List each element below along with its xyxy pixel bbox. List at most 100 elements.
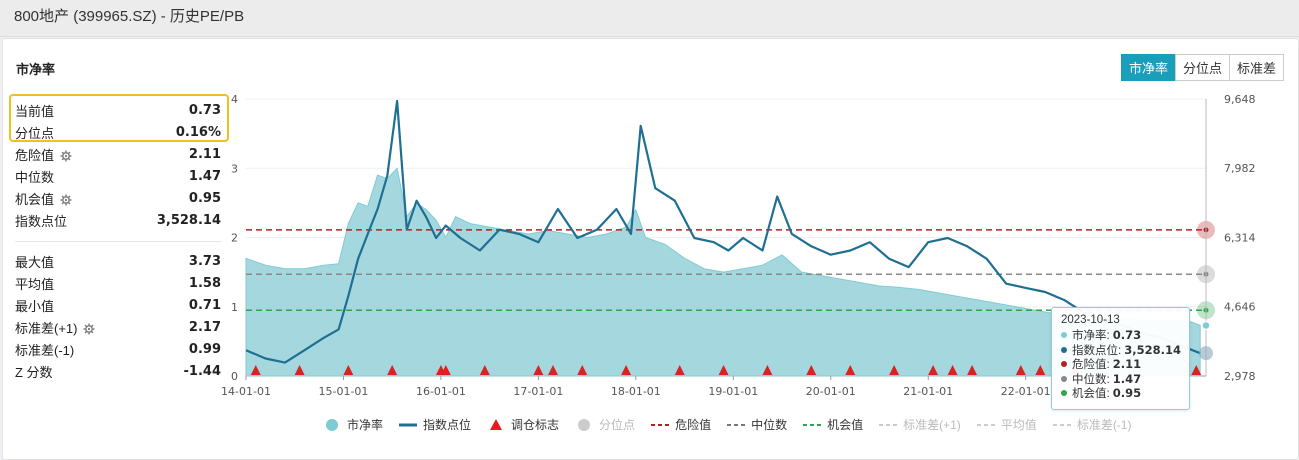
stat-value: 3,528.14 <box>156 212 221 228</box>
rebalance-marker[interactable] <box>294 365 305 375</box>
stat-row: 标准差(+1) 2.17 <box>15 316 221 338</box>
pb-chart[interactable]: 0 1 2 3 4 2,978 4,646 6,314 7,982 9,648 14-01-01 15… <box>3 39 1298 459</box>
legend-label: 标准差(-1) <box>1076 418 1132 432</box>
legend-symbol <box>651 420 670 430</box>
x-tick-label: 14-01-01 <box>221 385 271 398</box>
legend-label: 标准差(+1) <box>903 418 961 432</box>
tooltip-label: 市净率: <box>1072 330 1110 343</box>
rebalance-marker[interactable] <box>845 365 856 375</box>
tooltip-value: 1.47 <box>1112 371 1142 386</box>
tooltip-row: 中位数: 1.47 <box>1061 372 1189 387</box>
rebalance-marker[interactable] <box>762 365 773 375</box>
rebalance-marker[interactable] <box>928 365 939 375</box>
legend-item[interactable]: 标准差(-1) <box>1052 416 1132 433</box>
tooltip-label: 指数点位: <box>1072 344 1122 357</box>
stat-row: 当前值 0.73 <box>15 99 221 121</box>
x-tick-label: 16-01-01 <box>416 385 466 398</box>
rebalance-marker[interactable] <box>250 365 261 375</box>
rebalance-marker[interactable] <box>1035 365 1046 375</box>
legend-item[interactable]: 指数点位 <box>399 416 471 433</box>
rebalance-marker[interactable] <box>440 365 451 375</box>
tooltip-dot <box>1061 332 1067 339</box>
stat-label-text: 机会值 <box>15 191 55 207</box>
rebalance-marker[interactable] <box>1015 365 1026 375</box>
legend-item[interactable]: 机会值 <box>803 416 863 433</box>
stat-value: 0.95 <box>188 190 221 206</box>
stat-label-text: 中位数 <box>15 169 55 185</box>
stat-label-text: Z 分数 <box>15 364 53 380</box>
legend-label: 机会值 <box>827 418 864 432</box>
rebalance-marker[interactable] <box>548 365 559 375</box>
tooltip-value: 3,528.14 <box>1124 342 1181 357</box>
tab-stddev[interactable]: 标准差 <box>1228 54 1284 81</box>
legend-symbol <box>399 420 418 430</box>
rebalance-marker[interactable] <box>674 365 685 375</box>
legend-symbol <box>727 420 746 430</box>
legend-item[interactable]: 标准差(+1) <box>879 416 961 433</box>
stat-value: 1.58 <box>188 275 221 291</box>
pb-panel: 市净率 市净率 分位点 标准差 当前值 0.73 分位点 0.16% 危险值 2.11 中位… <box>2 38 1299 460</box>
x-tick-label: 21-01-01 <box>903 385 953 398</box>
tooltip-dot <box>1061 375 1067 382</box>
stat-value: 0.71 <box>188 297 221 313</box>
y-right-tick: 6,314 <box>1224 231 1256 244</box>
rebalance-marker[interactable] <box>343 365 354 375</box>
stat-label-text: 最大值 <box>15 254 55 270</box>
legend-symbol <box>803 420 822 430</box>
x-tick-label: 18-01-01 <box>611 385 661 398</box>
stat-value: 0.16% <box>175 124 221 140</box>
stats-panel: 当前值 0.73 分位点 0.16% 危险值 2.11 中位数 1.47 机会值 0.95 指数点位… <box>9 94 229 382</box>
stat-label: 指数点位 <box>15 211 67 230</box>
rebalance-marker[interactable] <box>387 365 398 375</box>
rebalance-marker[interactable] <box>806 365 817 375</box>
y-right-tick: 4,646 <box>1224 301 1256 314</box>
stat-label-text: 危险值 <box>15 147 55 163</box>
legend-item[interactable]: 分位点 <box>575 416 635 433</box>
stat-label: 中位数 <box>15 167 54 186</box>
index-current-point <box>1199 346 1213 361</box>
stat-label-text: 当前值 <box>15 103 55 119</box>
stats-top: 当前值 0.73 分位点 0.16% 危险值 2.11 中位数 1.47 机会值 0.95 指数点位… <box>15 99 221 231</box>
stat-row: 分位点 0.16% <box>15 121 221 143</box>
stat-label-text: 标准差(-1) <box>15 342 75 358</box>
stat-label: Z 分数 <box>15 362 53 381</box>
tooltip-label: 危险值: <box>1072 359 1110 372</box>
stat-row: 最小值 0.71 <box>15 294 221 316</box>
legend-item[interactable]: 危险值 <box>651 416 711 433</box>
legend-label: 中位数 <box>751 418 788 432</box>
tooltip-label: 中位数: <box>1072 373 1110 386</box>
legend-label: 平均值 <box>1000 418 1037 432</box>
rebalance-marker[interactable] <box>479 365 490 375</box>
stat-label: 当前值 <box>15 101 54 120</box>
gear-icon[interactable] <box>60 150 72 162</box>
rebalance-marker[interactable] <box>947 365 958 375</box>
legend-item[interactable]: 中位数 <box>727 416 787 433</box>
y-right-tick: 9,648 <box>1224 93 1256 106</box>
tooltip-row: 机会值: 0.95 <box>1061 386 1189 401</box>
rebalance-marker[interactable] <box>718 365 729 375</box>
gear-icon[interactable] <box>83 323 95 335</box>
rebalance-marker[interactable] <box>577 365 588 375</box>
tooltip-dot <box>1061 346 1067 353</box>
legend-label: 调仓标志 <box>511 418 560 432</box>
rebalance-marker[interactable] <box>967 365 978 375</box>
legend-item[interactable]: 调仓标志 <box>487 416 559 433</box>
gear-icon[interactable] <box>60 194 72 206</box>
window-title: 800地产 (399965.SZ) - 历史PE/PB <box>0 0 1299 37</box>
legend-label: 分位点 <box>599 418 636 432</box>
legend-item[interactable]: 平均值 <box>976 416 1037 433</box>
rebalance-marker[interactable] <box>533 365 544 375</box>
tooltip-row: 市净率: 0.73 <box>1061 328 1189 343</box>
legend-item[interactable]: 市净率 <box>323 416 383 433</box>
rebalance-marker[interactable] <box>621 365 632 375</box>
stat-label: 标准差(-1) <box>15 340 74 359</box>
stat-value: 0.73 <box>188 102 221 118</box>
legend-label: 危险值 <box>675 418 712 432</box>
tooltip-value: 0.95 <box>1112 386 1142 401</box>
rebalance-marker[interactable] <box>1191 365 1202 375</box>
stat-value: 1.47 <box>188 168 221 184</box>
stat-label-text: 平均值 <box>15 276 55 292</box>
stat-row: 中位数 1.47 <box>15 165 221 187</box>
rebalance-marker[interactable] <box>889 365 900 375</box>
stat-value: 3.73 <box>188 253 221 269</box>
